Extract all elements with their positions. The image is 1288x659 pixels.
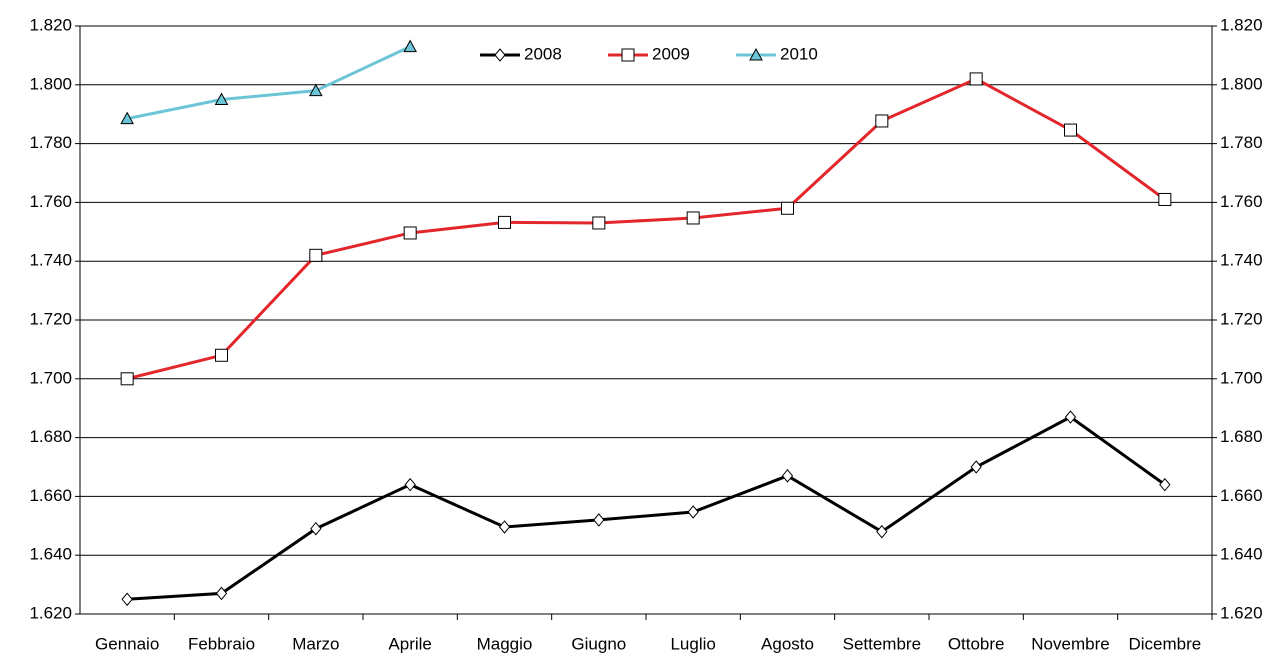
y2-tick-label: 1.720 xyxy=(1220,309,1263,328)
x-tick-label: Marzo xyxy=(292,634,339,653)
x-tick-label: Aprile xyxy=(388,634,431,653)
y-tick-label: 1.820 xyxy=(29,15,72,34)
series-line xyxy=(126,45,411,121)
y2-tick-label: 1.700 xyxy=(1220,368,1263,387)
marker xyxy=(1158,192,1172,206)
x-tick-label: Gennaio xyxy=(95,634,159,653)
x-tick-label: Febbraio xyxy=(188,634,255,653)
series-line xyxy=(127,415,1166,601)
marker xyxy=(781,201,794,215)
marker xyxy=(687,505,699,519)
x-tick-label: Maggio xyxy=(477,634,533,653)
y-tick-label: 1.680 xyxy=(29,427,72,446)
marker xyxy=(1159,477,1171,492)
y-tick-label: 1.720 xyxy=(29,309,72,328)
y2-tick-label: 1.680 xyxy=(1220,427,1263,446)
series-line xyxy=(126,77,1166,381)
y-tick-label: 1.740 xyxy=(29,251,72,270)
marker xyxy=(592,216,606,230)
marker xyxy=(215,586,228,601)
y2-tick-label: 1.640 xyxy=(1220,545,1263,564)
marker xyxy=(498,215,511,229)
x-tick-label: Giugno xyxy=(571,634,626,653)
marker xyxy=(215,348,228,362)
marker xyxy=(1064,123,1077,137)
x-tick-label: Luglio xyxy=(670,634,715,653)
marker xyxy=(593,513,605,527)
x-tick-label: Settembre xyxy=(843,634,921,653)
y-tick-label: 1.640 xyxy=(29,545,72,564)
x-tick-label: Novembre xyxy=(1031,634,1109,653)
marker xyxy=(120,111,135,125)
legend-marker xyxy=(494,48,506,62)
y-tick-label: 1.700 xyxy=(29,368,72,387)
marker xyxy=(403,39,418,53)
marker xyxy=(875,114,889,128)
y-tick-label: 1.800 xyxy=(29,74,72,93)
marker xyxy=(1064,410,1077,424)
legend-label: 2010 xyxy=(780,44,818,63)
y2-tick-label: 1.780 xyxy=(1220,133,1263,152)
y-tick-label: 1.620 xyxy=(29,603,72,622)
y2-tick-label: 1.740 xyxy=(1220,251,1263,270)
marker xyxy=(498,520,511,534)
marker xyxy=(781,469,794,483)
legend-marker xyxy=(749,47,763,61)
marker xyxy=(876,524,888,539)
y2-tick-label: 1.660 xyxy=(1220,486,1263,505)
y2-tick-label: 1.820 xyxy=(1220,15,1263,34)
y-tick-label: 1.760 xyxy=(29,192,72,211)
legend-marker xyxy=(621,48,635,62)
legend-label: 2009 xyxy=(652,44,690,63)
marker xyxy=(686,211,700,225)
marker xyxy=(309,248,323,262)
x-tick-label: Agosto xyxy=(761,634,814,653)
x-tick-label: Dicembre xyxy=(1128,634,1201,653)
x-tick-label: Ottobre xyxy=(948,634,1005,653)
y2-tick-label: 1.620 xyxy=(1220,603,1263,622)
y-tick-label: 1.660 xyxy=(29,486,72,505)
marker xyxy=(120,372,134,386)
marker xyxy=(310,521,322,536)
marker xyxy=(969,72,983,86)
marker xyxy=(970,460,982,474)
legend-label: 2008 xyxy=(524,44,562,63)
marker xyxy=(214,92,229,105)
y-tick-label: 1.780 xyxy=(29,133,72,152)
marker xyxy=(308,83,323,97)
marker xyxy=(403,226,417,240)
marker xyxy=(404,477,416,492)
y2-tick-label: 1.760 xyxy=(1220,192,1263,211)
marker xyxy=(121,592,133,607)
y2-tick-label: 1.800 xyxy=(1220,74,1263,93)
